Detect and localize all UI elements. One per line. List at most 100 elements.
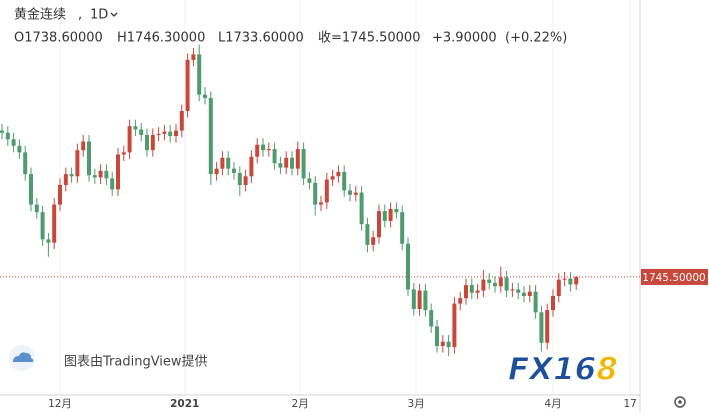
candle-body xyxy=(359,192,364,225)
candle-body xyxy=(162,131,167,134)
candle-body xyxy=(150,134,155,151)
candle-body xyxy=(75,150,80,177)
watermark: 图表由TradingView提供 xyxy=(9,345,208,371)
candle-body xyxy=(469,285,474,293)
candle-body xyxy=(487,279,492,283)
candle-body xyxy=(197,54,202,95)
ohlc-value: +3.90000 xyxy=(432,31,497,46)
candle-body xyxy=(0,130,5,133)
candle-body xyxy=(139,129,144,135)
last-price-label: 1745.50000 xyxy=(642,272,705,284)
candle-body xyxy=(191,54,196,60)
candle-body xyxy=(179,110,184,131)
candle-body xyxy=(336,171,341,177)
candle-body xyxy=(174,130,179,137)
candle-body xyxy=(498,277,503,287)
ohlc-legend: O1738.60000 H1746.30000 L1733.60000 收=1745.… xyxy=(14,31,567,46)
candle-body xyxy=(46,239,51,243)
candle-body xyxy=(429,310,434,327)
candle-body xyxy=(110,178,115,190)
watermark-icon xyxy=(13,352,34,362)
candle-body xyxy=(307,178,312,183)
x-tick-label: 2月 xyxy=(292,398,309,410)
candle-body xyxy=(568,278,573,285)
ohlc-value: H1746.30000 xyxy=(117,31,205,46)
candle-body xyxy=(394,208,399,213)
candle-body xyxy=(226,157,231,169)
candle-body xyxy=(527,291,532,296)
candle-body xyxy=(208,97,213,175)
candle-body xyxy=(168,131,173,137)
candle-body xyxy=(11,139,16,146)
x-tick-label: 12月 xyxy=(48,398,72,410)
x-tick-label: 3月 xyxy=(408,398,425,410)
candle-body xyxy=(58,184,63,205)
candle-body xyxy=(121,152,126,155)
candle-body xyxy=(69,174,74,177)
x-tick-label: 2021 xyxy=(170,398,199,410)
candle-body xyxy=(464,285,469,299)
candle-body xyxy=(81,141,86,151)
ohlc-value: O1738.60000 xyxy=(14,31,103,46)
watermark-text: 图表由TradingView提供 xyxy=(64,354,208,370)
candle-body xyxy=(17,145,22,153)
candle-body xyxy=(319,202,324,205)
candle-body xyxy=(539,312,544,343)
interval[interactable]: 1D xyxy=(90,8,108,23)
candle-body xyxy=(185,59,190,111)
candle-body xyxy=(237,173,242,185)
candle-body xyxy=(40,212,45,240)
candle-body xyxy=(481,279,486,291)
candle-body xyxy=(504,277,509,291)
candle-body xyxy=(295,149,300,169)
candle-body xyxy=(475,290,480,293)
symbol-title[interactable]: 黄金连续 xyxy=(14,7,66,23)
candle-body xyxy=(313,182,318,205)
candle-body xyxy=(551,295,556,311)
candle-body xyxy=(382,211,387,221)
candle-body xyxy=(34,204,39,213)
candle-body xyxy=(516,289,521,293)
candle-body xyxy=(133,126,138,130)
candle-body xyxy=(127,126,132,153)
candle-body xyxy=(342,171,347,191)
candle-body xyxy=(324,179,329,203)
candle-body xyxy=(330,176,335,180)
logo: FX168 xyxy=(508,352,618,388)
candle-body xyxy=(290,157,295,169)
candle-body xyxy=(533,291,538,313)
candle-body xyxy=(255,144,260,157)
candle-body xyxy=(458,298,463,304)
candle-body xyxy=(23,152,28,175)
candle-body xyxy=(377,211,382,238)
candle-body xyxy=(284,157,289,168)
candle-body xyxy=(400,212,405,244)
candle-body xyxy=(92,175,97,178)
candle-body xyxy=(411,289,416,310)
candle-body xyxy=(556,279,561,296)
candle-body xyxy=(388,208,393,221)
candle-body xyxy=(116,154,121,190)
candle-body xyxy=(63,174,68,185)
candle-body xyxy=(562,278,567,280)
candle-body xyxy=(574,276,579,285)
ohlc-value: (+0.22%) xyxy=(505,31,567,46)
dropdown-icon[interactable] xyxy=(110,12,118,17)
candle-body xyxy=(214,168,219,175)
candle-body xyxy=(272,149,277,164)
settings-icon[interactable] xyxy=(674,396,686,408)
last-price-box xyxy=(641,268,708,285)
candle-body xyxy=(348,190,353,195)
candle-body xyxy=(52,204,57,243)
candle-body xyxy=(522,292,527,296)
candle-body xyxy=(232,168,237,174)
candle-body xyxy=(220,157,225,169)
x-tick-label: 17 xyxy=(623,398,636,410)
candle-body xyxy=(243,176,248,185)
candle-body xyxy=(440,341,445,347)
x-tick-label: 4月 xyxy=(544,398,561,410)
candle-body xyxy=(98,170,103,178)
ohlc-value: 收=1745.50000 xyxy=(318,31,420,46)
candle-body xyxy=(406,243,411,290)
